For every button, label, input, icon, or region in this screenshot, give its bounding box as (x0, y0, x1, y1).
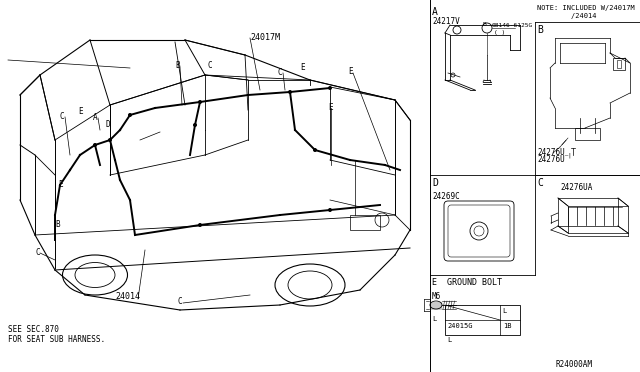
Text: L: L (432, 316, 436, 322)
Circle shape (288, 90, 292, 94)
Text: SEE SEC.870: SEE SEC.870 (8, 325, 59, 334)
Text: 24276U: 24276U (537, 155, 564, 164)
Text: E: E (58, 180, 63, 189)
Text: B: B (482, 22, 486, 27)
Text: L: L (502, 308, 506, 314)
Text: 24015G: 24015G (447, 323, 472, 329)
Circle shape (328, 208, 332, 212)
Text: R24000AM: R24000AM (555, 360, 592, 369)
Circle shape (93, 143, 97, 147)
Text: 24014: 24014 (115, 292, 140, 301)
Text: 24269C: 24269C (432, 192, 460, 201)
Bar (617, 60, 621, 68)
Text: C: C (60, 112, 65, 121)
Text: E: E (300, 63, 305, 72)
Circle shape (193, 123, 197, 127)
Text: B: B (55, 220, 60, 229)
Circle shape (198, 223, 202, 227)
Text: C: C (208, 61, 212, 70)
Text: FOR SEAT SUB HARNESS.: FOR SEAT SUB HARNESS. (8, 335, 105, 344)
Text: C: C (35, 248, 40, 257)
Text: E  GROUND BOLT: E GROUND BOLT (432, 278, 502, 287)
Text: E: E (78, 107, 83, 116)
Text: E: E (348, 67, 353, 76)
Bar (575, 128, 600, 140)
Circle shape (108, 138, 112, 142)
Text: —|: —| (565, 152, 572, 157)
Text: ( ): ( ) (494, 30, 505, 35)
Circle shape (328, 86, 332, 90)
Text: A: A (93, 113, 98, 122)
Text: D: D (432, 178, 438, 188)
Text: /24014: /24014 (537, 13, 596, 19)
Text: C: C (278, 68, 283, 77)
Bar (613, 58, 625, 70)
Circle shape (313, 148, 317, 152)
Text: C: C (178, 297, 182, 306)
Text: B: B (537, 25, 543, 35)
Text: E: E (328, 103, 333, 112)
Text: M6: M6 (432, 292, 441, 301)
Text: 08146-6125G: 08146-6125G (492, 23, 533, 28)
Bar (350, 215, 380, 230)
Text: 1B: 1B (503, 323, 511, 329)
Text: A: A (432, 7, 438, 17)
Text: C: C (537, 178, 543, 188)
Text: L: L (447, 337, 451, 343)
Text: 24217V: 24217V (432, 17, 460, 26)
Text: D: D (105, 120, 109, 129)
Bar (445, 305, 520, 335)
Circle shape (128, 113, 132, 117)
Text: 24276U: 24276U (537, 148, 564, 157)
Circle shape (198, 100, 202, 104)
Text: 24276UA: 24276UA (560, 183, 593, 192)
Text: NOTE: INCLUDED W/24017M: NOTE: INCLUDED W/24017M (537, 5, 635, 11)
Text: B: B (175, 61, 180, 70)
Text: 24017M: 24017M (250, 33, 280, 42)
